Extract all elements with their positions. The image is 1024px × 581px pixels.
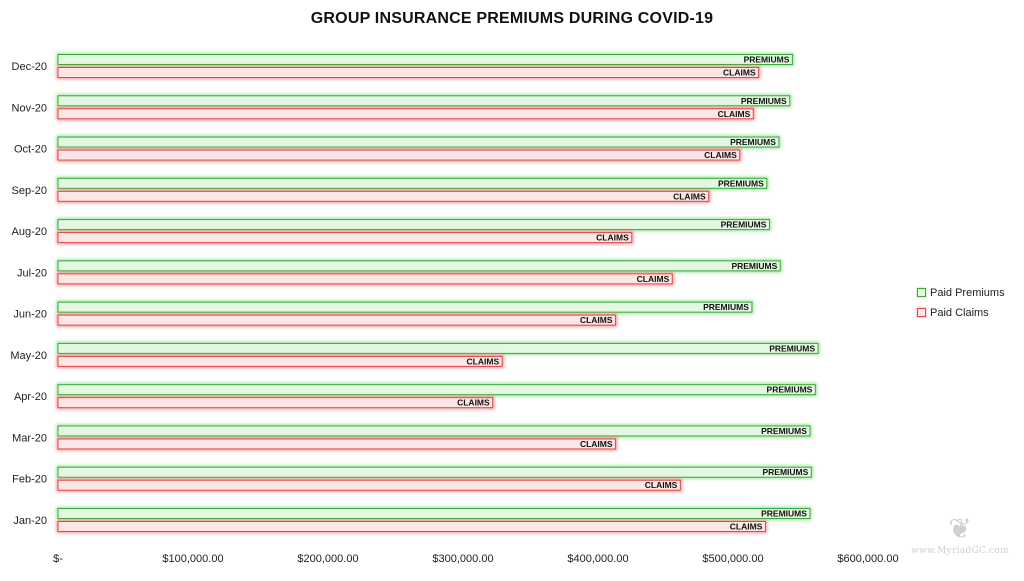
category-label: Apr-20 bbox=[14, 391, 47, 403]
x-tick-label: $600,000.00 bbox=[837, 553, 898, 565]
watermark-logo: ❦ www.MyriadGC.com bbox=[905, 512, 1015, 570]
premium-data-label: PREMIUMS bbox=[761, 426, 807, 436]
claim-bar bbox=[58, 233, 632, 243]
category-label: Dec-20 bbox=[12, 61, 47, 73]
category-label: Nov-20 bbox=[12, 102, 47, 114]
claim-data-label: CLAIMS bbox=[580, 315, 613, 325]
premium-data-label: PREMIUMS bbox=[744, 55, 790, 65]
claim-bar bbox=[58, 274, 672, 284]
claim-bar bbox=[58, 109, 753, 119]
category-label: Mar-20 bbox=[12, 432, 47, 444]
premium-data-label: PREMIUMS bbox=[721, 220, 767, 230]
legend-swatch-premiums bbox=[917, 288, 926, 297]
category-label: Aug-20 bbox=[12, 226, 47, 238]
premium-bar bbox=[58, 302, 752, 312]
watermark-text: www.MyriadGC.com bbox=[905, 546, 1015, 556]
premium-data-label: PREMIUMS bbox=[762, 467, 808, 477]
premium-bar bbox=[58, 261, 780, 271]
category-label: Jun-20 bbox=[13, 309, 47, 321]
chart: GROUP INSURANCE PREMIUMS DURING COVID-19… bbox=[0, 0, 1024, 581]
category-label: Sep-20 bbox=[12, 185, 47, 197]
claim-bar bbox=[58, 398, 493, 408]
claim-bar bbox=[58, 191, 709, 201]
premium-data-label: PREMIUMS bbox=[731, 261, 777, 271]
premium-bar bbox=[58, 55, 792, 65]
x-tick-label: $100,000.00 bbox=[162, 553, 223, 565]
premium-data-label: PREMIUMS bbox=[767, 385, 813, 395]
claim-data-label: CLAIMS bbox=[596, 233, 629, 243]
premium-data-label: PREMIUMS bbox=[769, 343, 815, 353]
premium-bar bbox=[58, 509, 810, 519]
claim-data-label: CLAIMS bbox=[467, 356, 500, 366]
legend-item-claims: Paid Claims bbox=[917, 304, 1005, 321]
claim-data-label: CLAIMS bbox=[457, 398, 490, 408]
x-tick-label: $200,000.00 bbox=[297, 553, 358, 565]
category-label: Jul-20 bbox=[17, 267, 47, 279]
premium-data-label: PREMIUMS bbox=[703, 302, 749, 312]
claim-data-label: CLAIMS bbox=[723, 68, 756, 78]
premium-bar bbox=[58, 343, 818, 353]
premium-bar bbox=[58, 426, 810, 436]
claim-bar bbox=[58, 315, 616, 325]
legend-label-claims: Paid Claims bbox=[930, 307, 989, 319]
claim-bar bbox=[58, 480, 680, 490]
claim-data-label: CLAIMS bbox=[718, 109, 751, 119]
premium-bar bbox=[58, 96, 790, 106]
x-axis-labels: $- $100,000.00 $200,000.00 $300,000.00 $400,… bbox=[53, 553, 898, 565]
y-axis-labels: Jan-20 Feb-20 Mar-20 Apr-20 May-20 Jun-20 Jul-… bbox=[10, 61, 47, 527]
premium-bar bbox=[58, 178, 767, 188]
claim-bar bbox=[58, 522, 765, 532]
premium-bar bbox=[58, 385, 815, 395]
premium-bar bbox=[58, 467, 811, 477]
legend-label-premiums: Paid Premiums bbox=[930, 287, 1005, 299]
claim-data-label: CLAIMS bbox=[580, 439, 613, 449]
claim-data-label: CLAIMS bbox=[673, 191, 706, 201]
claim-data-label: CLAIMS bbox=[704, 150, 737, 160]
premium-data-label: PREMIUMS bbox=[730, 137, 776, 147]
category-label: Feb-20 bbox=[12, 474, 47, 486]
x-tick-label: $500,000.00 bbox=[702, 553, 763, 565]
premium-data-label: PREMIUMS bbox=[761, 509, 807, 519]
chart-plot: Jan-20 Feb-20 Mar-20 Apr-20 May-20 Jun-20 Jul-… bbox=[0, 0, 1024, 581]
claim-data-label: CLAIMS bbox=[730, 522, 763, 532]
category-label: May-20 bbox=[10, 350, 47, 362]
crest-icon: ❦ bbox=[905, 512, 1015, 546]
premium-bar bbox=[58, 220, 769, 230]
premium-bar bbox=[58, 137, 779, 147]
claim-bar bbox=[58, 150, 740, 160]
legend-swatch-claims bbox=[917, 308, 926, 317]
x-tick-label: $- bbox=[53, 553, 63, 565]
claim-bar bbox=[58, 439, 616, 449]
bars-layer: PREMIUMS CLAIMS PREMIUMS CLAIMS PREMIUMS CLAI… bbox=[58, 55, 818, 532]
premium-data-label: PREMIUMS bbox=[741, 96, 787, 106]
claim-data-label: CLAIMS bbox=[637, 274, 670, 284]
claim-data-label: CLAIMS bbox=[645, 480, 678, 490]
category-label: Oct-20 bbox=[14, 144, 47, 156]
x-tick-label: $300,000.00 bbox=[432, 553, 493, 565]
legend: Paid Premiums Paid Claims bbox=[917, 284, 1005, 324]
claim-bar bbox=[58, 68, 759, 78]
category-label: Jan-20 bbox=[13, 515, 47, 527]
legend-item-premiums: Paid Premiums bbox=[917, 284, 1005, 301]
claim-bar bbox=[58, 356, 502, 366]
x-tick-label: $400,000.00 bbox=[567, 553, 628, 565]
premium-data-label: PREMIUMS bbox=[718, 178, 764, 188]
